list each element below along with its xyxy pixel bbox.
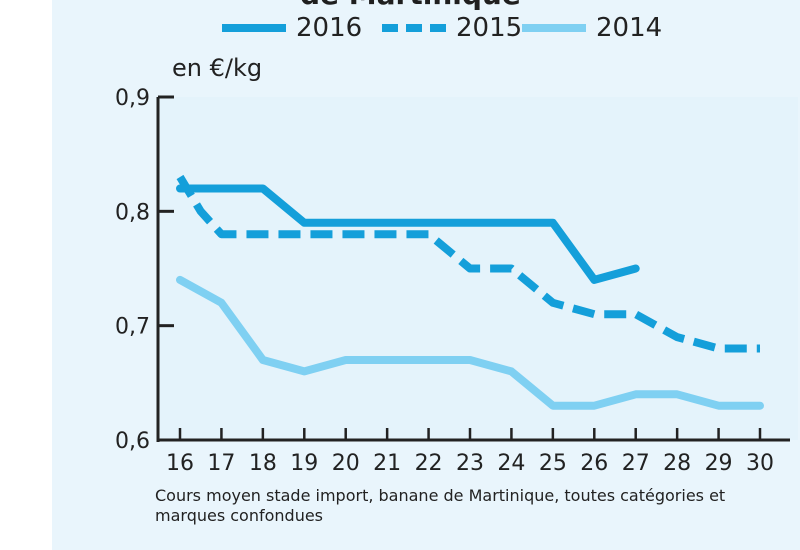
x-tick-label: 22 xyxy=(415,451,443,476)
x-tick-label: 18 xyxy=(249,451,277,476)
x-tick-label: 23 xyxy=(456,451,484,476)
y-tick-label: 0,7 xyxy=(115,315,150,340)
x-tick-label: 20 xyxy=(332,451,360,476)
page-margin xyxy=(0,0,52,550)
chart-legend: 2016 2015 2014 xyxy=(0,0,800,50)
y-axis-unit-label: en €/kg xyxy=(172,54,263,82)
legend-item-2015: 2015 xyxy=(382,10,522,46)
series-line-2016 xyxy=(176,184,640,284)
legend-swatch-2015 xyxy=(382,24,446,32)
chart-caption: Cours moyen stade import, banane de Mart… xyxy=(155,486,726,525)
legend-swatch-2016 xyxy=(222,24,286,32)
series-line-2015 xyxy=(176,174,760,353)
legend-label-2016: 2016 xyxy=(296,13,363,43)
x-tick-label: 21 xyxy=(373,451,401,476)
legend-swatch-2014 xyxy=(522,24,586,32)
x-tick-label: 26 xyxy=(580,451,608,476)
legend-label-2014: 2014 xyxy=(596,13,663,43)
x-tick-label: 17 xyxy=(207,451,235,476)
legend-item-2014: 2014 xyxy=(522,10,662,46)
x-tick-label: 25 xyxy=(539,451,567,476)
legend-item-2016: 2016 xyxy=(222,10,362,46)
x-tick-label: 24 xyxy=(497,451,525,476)
chart-title-fragment: de Martinique xyxy=(300,0,521,11)
legend-label-2015: 2015 xyxy=(456,13,523,43)
x-tick-label: 27 xyxy=(622,451,650,476)
x-tick-label: 19 xyxy=(290,451,318,476)
y-tick-label: 0,8 xyxy=(115,200,150,225)
x-tick-label: 29 xyxy=(705,451,733,476)
x-tick-label: 28 xyxy=(663,451,691,476)
y-tick-label: 0,9 xyxy=(115,86,150,111)
y-tick-label: 0,6 xyxy=(115,429,150,454)
x-tick-label: 16 xyxy=(166,451,194,476)
x-tick-label: 30 xyxy=(746,451,774,476)
